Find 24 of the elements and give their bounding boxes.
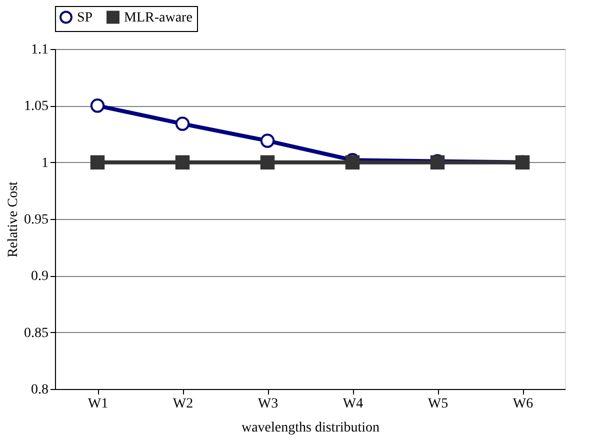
y-tick-label: 1.1 (31, 42, 48, 58)
point (260, 134, 275, 148)
point (175, 155, 190, 170)
x-tick-label: W2 (172, 396, 194, 412)
y-tick-label: 1.05 (24, 99, 48, 114)
x-tick-label: W4 (342, 396, 364, 412)
x-tick-label: W1 (88, 396, 108, 412)
point (175, 116, 190, 131)
y-tick-label: 0.85 (24, 326, 48, 341)
x-axis-title: wavelengths distribution (241, 420, 380, 436)
y-axis-title: Relative Cost (6, 181, 21, 258)
y-tick-label: 1 (42, 156, 48, 171)
point (345, 155, 360, 170)
x-tick-label: W5 (428, 396, 448, 412)
point (260, 155, 275, 170)
x-tick-label: W6 (512, 396, 534, 412)
y-tick-label: 0.95 (24, 212, 48, 228)
y-tick-label: 0.9 (31, 269, 48, 284)
y-tick-label: 0.8 (31, 382, 48, 398)
legend-label: SP (77, 10, 93, 26)
x-tick-label: W3 (258, 396, 278, 412)
point (90, 155, 105, 170)
legend-label: MLR-aware (124, 10, 192, 26)
point (90, 98, 105, 113)
